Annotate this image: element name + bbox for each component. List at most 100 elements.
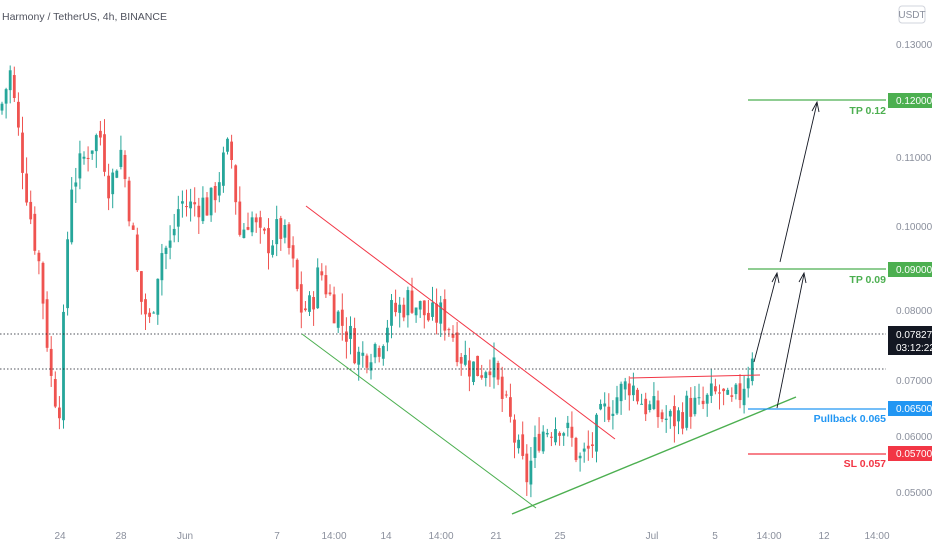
candle-body xyxy=(402,304,406,318)
candle-body xyxy=(652,396,656,409)
candle-body xyxy=(632,385,635,396)
candle-body xyxy=(509,397,512,417)
time-tick: 14 xyxy=(380,531,392,542)
candle-body xyxy=(492,357,496,378)
candle-body xyxy=(37,252,41,262)
current-price-text: 0.07827 xyxy=(896,330,932,341)
sl-label: SL 0.057 xyxy=(844,458,887,470)
candle-body xyxy=(398,304,402,313)
candle-body xyxy=(53,379,57,407)
candle-body xyxy=(357,351,361,365)
candle-body xyxy=(664,418,668,421)
candle-body xyxy=(418,301,422,310)
candle-body xyxy=(435,303,438,323)
candle-body xyxy=(734,384,738,395)
candle-body xyxy=(324,275,328,295)
candle-body xyxy=(504,394,508,396)
candle-body xyxy=(332,294,336,324)
candle-body xyxy=(135,234,139,271)
candle-body xyxy=(144,299,147,315)
candle-body xyxy=(550,436,553,438)
candle-body xyxy=(422,300,426,316)
candle-body xyxy=(709,383,713,396)
candle-body xyxy=(115,170,119,178)
candle-body xyxy=(623,381,627,390)
candle-body xyxy=(308,295,311,312)
candle-body xyxy=(336,311,340,328)
candle-body xyxy=(750,358,754,382)
candle-body xyxy=(238,201,242,235)
arrow-to-tp1-b xyxy=(776,273,805,409)
time-axis[interactable]: 24 28 Jun 7 14:00 14 14:00 21 25 Jul 5 1… xyxy=(0,524,932,542)
candle-body xyxy=(582,448,586,452)
candle-body xyxy=(41,262,45,304)
candle-body xyxy=(287,224,291,248)
candle-body xyxy=(615,397,619,414)
candle-body xyxy=(316,267,320,309)
candle-body xyxy=(21,132,24,173)
candle-body xyxy=(164,247,168,254)
price-tick: 0.10000 xyxy=(896,222,932,233)
candle-body xyxy=(86,157,90,159)
candle-body xyxy=(566,422,570,429)
candle-body xyxy=(263,228,266,231)
ascending-support-line[interactable] xyxy=(511,396,797,515)
candle-body xyxy=(369,362,373,371)
candle-body xyxy=(181,201,184,204)
descending-support-line[interactable] xyxy=(301,333,537,509)
candle-body xyxy=(217,182,221,196)
candle-body xyxy=(574,437,578,461)
candle-body xyxy=(12,75,16,99)
candle-body xyxy=(127,180,131,222)
candle-body xyxy=(209,187,213,216)
candle-body xyxy=(644,398,648,415)
candle-body xyxy=(8,70,12,91)
candle-body xyxy=(701,400,705,405)
price-tick: 0.06000 xyxy=(896,432,932,443)
candle-body xyxy=(496,362,500,380)
candle-body xyxy=(537,433,541,451)
candle-body xyxy=(431,302,434,317)
candle-body xyxy=(586,445,590,449)
descending-resistance-line[interactable] xyxy=(305,205,616,440)
currency-badge[interactable] xyxy=(898,5,926,24)
candle-body xyxy=(517,439,520,449)
candle-body xyxy=(591,444,594,446)
candle-body xyxy=(472,361,475,383)
candle-body xyxy=(29,201,33,220)
price-tick: 0.07000 xyxy=(896,376,932,387)
price-axis[interactable]: USDT 0.13000 0.10000 0.11000 0.08000 0.0… xyxy=(887,0,932,525)
price-tick: 0.08000 xyxy=(896,306,932,317)
arrow-to-tp1-a xyxy=(753,273,778,363)
time-tick: 12 xyxy=(818,531,830,542)
candle-body xyxy=(677,410,680,422)
candle-body xyxy=(439,302,443,324)
tp1-price-tag xyxy=(888,262,932,277)
candle-body xyxy=(66,239,69,309)
time-tick: 5 xyxy=(712,531,718,542)
candle-body xyxy=(390,300,393,326)
candle-body xyxy=(603,403,607,407)
candle-body xyxy=(693,397,697,415)
candle-body xyxy=(4,89,8,104)
candle-body xyxy=(176,209,180,227)
candle-body xyxy=(541,431,545,452)
candle-body xyxy=(697,397,701,399)
countdown-text: 03:12:22 xyxy=(896,343,932,354)
candle-body xyxy=(213,186,217,201)
candle-body xyxy=(140,271,143,302)
candle-body xyxy=(201,197,205,222)
candle-body xyxy=(533,437,537,458)
candle-body xyxy=(480,375,484,378)
horizontal-resistance-line[interactable] xyxy=(629,374,761,379)
time-tick: 14:00 xyxy=(864,531,889,542)
candle-body xyxy=(168,240,172,248)
candle-body xyxy=(17,101,20,128)
candle-body xyxy=(275,219,279,245)
candle-body xyxy=(160,253,164,281)
time-tick: 28 xyxy=(115,531,127,542)
candle-body xyxy=(730,395,734,397)
candle-body xyxy=(78,153,82,179)
candle-body xyxy=(349,325,352,339)
